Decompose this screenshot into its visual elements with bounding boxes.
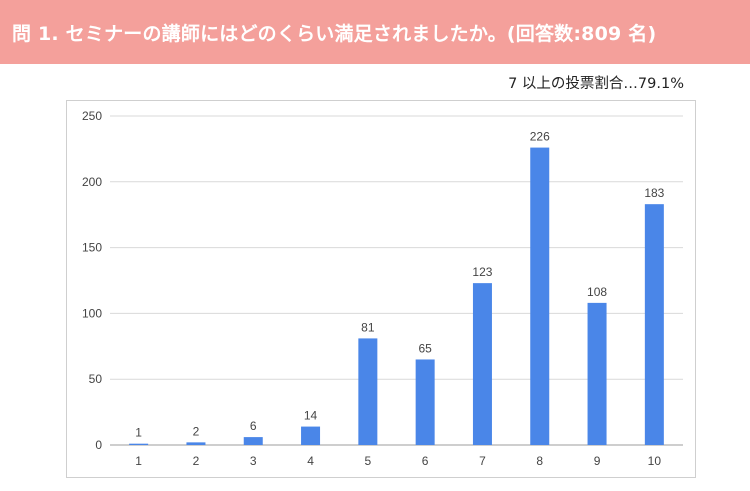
x-tick-label: 3: [250, 454, 257, 468]
x-tick-label: 7: [479, 454, 486, 468]
y-tick-label: 150: [82, 241, 102, 255]
y-tick-label: 50: [89, 372, 103, 386]
bar-4: [301, 426, 321, 445]
x-tick-label: 10: [648, 454, 662, 468]
satisfaction-bar-chart: 0 50 100 150 200 250 1 1 2 2 6 3 14 4 81 5 65 6 123 7 226 8 10…: [66, 100, 696, 478]
x-tick-label: 4: [307, 454, 314, 468]
chart-canvas: 0501001502002501122631448156561237226810…: [82, 109, 683, 468]
question-title: 問 1. セミナーの講師にはどのくらい満足されましたか。(回答数:809 名): [12, 22, 657, 45]
y-tick-label: 250: [82, 109, 102, 123]
bar-7: [472, 283, 492, 445]
data-label-8: 226: [530, 130, 550, 144]
x-tick-label: 8: [536, 454, 543, 468]
y-tick-label: 100: [82, 306, 102, 320]
x-tick-label: 9: [594, 454, 601, 468]
y-tick-label: 0: [95, 438, 102, 452]
x-tick-label: 6: [422, 454, 429, 468]
data-label-4: 14: [304, 409, 318, 423]
data-label-2: 2: [193, 424, 200, 438]
bar-2: [186, 442, 206, 445]
bar-10: [644, 204, 664, 445]
data-label-6: 65: [418, 341, 432, 355]
data-label-10: 183: [644, 186, 664, 200]
bar-1: [129, 443, 149, 445]
data-label-7: 123: [472, 265, 492, 279]
y-tick-label: 200: [82, 175, 102, 189]
vote-ratio-note: 7 以上の投票割合…79.1%: [508, 76, 684, 92]
bar-8: [530, 147, 550, 446]
data-label-9: 108: [587, 285, 607, 299]
bar-5: [358, 338, 378, 445]
x-tick-label: 2: [193, 454, 200, 468]
bar-6: [415, 359, 435, 445]
data-label-5: 81: [361, 320, 375, 334]
x-tick-label: 5: [365, 454, 372, 468]
question-title-banner: 問 1. セミナーの講師にはどのくらい満足されましたか。(回答数:809 名): [0, 0, 750, 64]
x-tick-label: 1: [135, 454, 142, 468]
data-label-1: 1: [135, 426, 142, 440]
bar-9: [587, 302, 607, 445]
bar-3: [243, 437, 263, 445]
data-label-3: 6: [250, 419, 257, 433]
